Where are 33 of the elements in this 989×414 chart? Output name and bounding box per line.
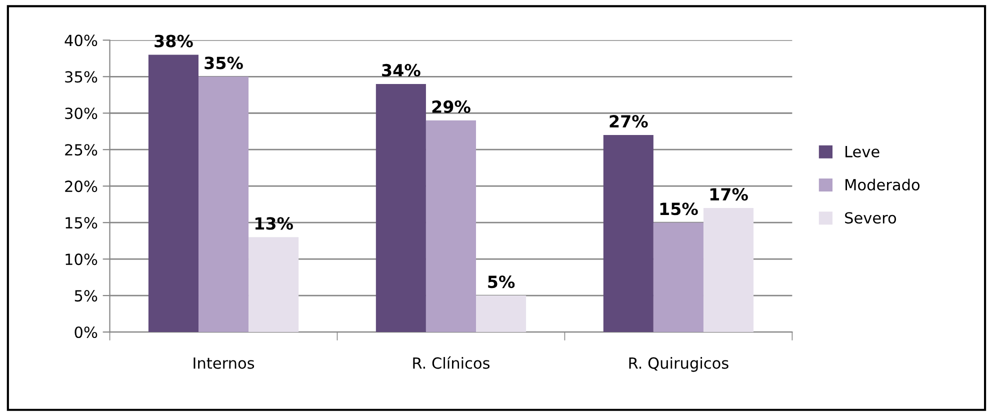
bar: [198, 76, 249, 332]
y-tick-label: 30%: [65, 108, 98, 120]
data-label: 13%: [255, 217, 293, 230]
data-label: 38%: [154, 34, 193, 48]
y-tick-label: 35%: [65, 71, 98, 83]
bar: [148, 54, 198, 332]
data-label: 5%: [488, 276, 515, 288]
data-label: 29%: [432, 100, 470, 114]
y-tick-label: 40%: [64, 34, 98, 46]
bar: [248, 237, 299, 332]
legend-label: Leve: [846, 146, 880, 158]
y-tick-label: 10%: [66, 254, 98, 266]
bar: [603, 135, 654, 332]
bar: [376, 84, 426, 332]
bar: [476, 296, 526, 332]
bar: [703, 208, 754, 332]
y-tick-label: 25%: [65, 144, 98, 156]
y-tick-label: 0%: [74, 326, 98, 338]
data-label: 35%: [204, 56, 243, 70]
data-label: 34%: [382, 64, 420, 77]
y-tick-label: 15%: [66, 217, 98, 229]
bar: [426, 120, 476, 332]
data-label: 27%: [610, 115, 648, 128]
x-tick-label: R. Clínicos: [413, 356, 490, 369]
y-tick-label: 5%: [74, 290, 98, 302]
y-tick-label: 20%: [65, 180, 98, 192]
data-label: 17%: [710, 188, 748, 201]
x-tick-label: R. Quirugicos: [629, 357, 728, 372]
legend-label: Severo: [845, 212, 896, 224]
x-tick-label: Internos: [194, 358, 254, 369]
data-label: 15%: [660, 202, 698, 216]
legend-label: Moderado: [846, 178, 920, 191]
bar: [653, 222, 704, 332]
